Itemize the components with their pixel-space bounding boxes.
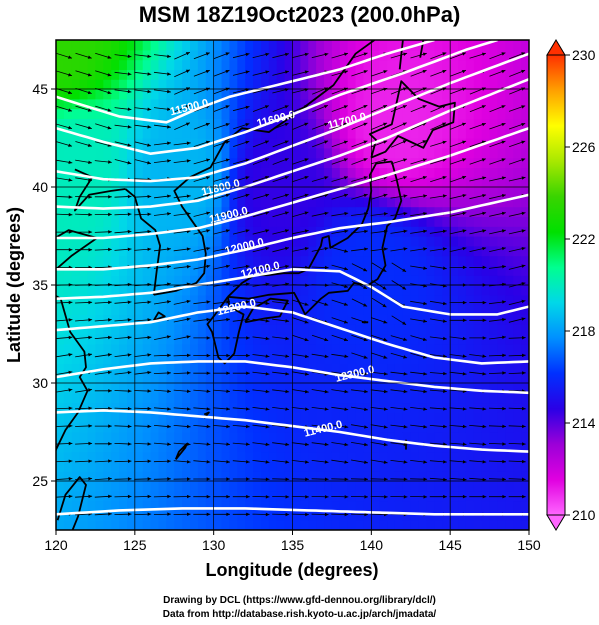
x-axis-label: Longitude (degrees) [205, 560, 378, 580]
y-tick-label: 30 [32, 375, 48, 391]
credit-data: Data from http://database.rish.kyoto-u.a… [162, 609, 437, 620]
wind-vectors [56, 51, 526, 517]
x-tick-label: 120 [44, 537, 68, 553]
colorbar-tick-labels: 210 214 218 222 226 230 [565, 47, 596, 523]
x-tick-label: 130 [202, 537, 226, 553]
colorbar-tick-label: 226 [572, 139, 596, 155]
x-tick-label: 140 [360, 537, 384, 553]
colorbar-tick-label: 214 [572, 415, 596, 431]
x-tick-label: 125 [123, 537, 147, 553]
credits: Drawing by DCL (https://www.gfd-dennou.o… [0, 594, 599, 622]
x-tick-labels: 120 125 130 135 140 145 150 [44, 530, 541, 553]
colorbar-gradient [546, 54, 566, 516]
y-tick-label: 40 [32, 179, 48, 195]
x-tick-label: 145 [438, 537, 462, 553]
colorbar-tick-label: 210 [572, 507, 596, 523]
lat-lon-grid [56, 40, 529, 530]
y-tick-label: 35 [32, 277, 48, 293]
y-tick-labels: 25 30 35 40 45 [32, 81, 56, 489]
y-axis-label: Latitude (degrees) [4, 207, 24, 363]
colorbar-tick-label: 230 [572, 47, 596, 63]
x-tick-label: 135 [281, 537, 305, 553]
credit-drawing: Drawing by DCL (https://www.gfd-dennou.o… [163, 595, 436, 606]
coastlines [56, 40, 456, 530]
y-tick-label: 45 [32, 81, 48, 97]
contour-11600 [56, 40, 498, 155]
colorbar-tick-label: 222 [572, 231, 596, 247]
colorbar-max-arrow [546, 39, 566, 56]
colorbar-tick-label: 218 [572, 323, 596, 339]
map-title: MSM 18Z19Oct2023 (200.0hPa) [138, 2, 461, 27]
colorbar-min-arrow [546, 514, 566, 531]
x-tick-label: 150 [517, 537, 541, 553]
y-tick-label: 25 [32, 473, 48, 489]
colorbar: 210 214 218 222 226 230 [546, 39, 596, 531]
